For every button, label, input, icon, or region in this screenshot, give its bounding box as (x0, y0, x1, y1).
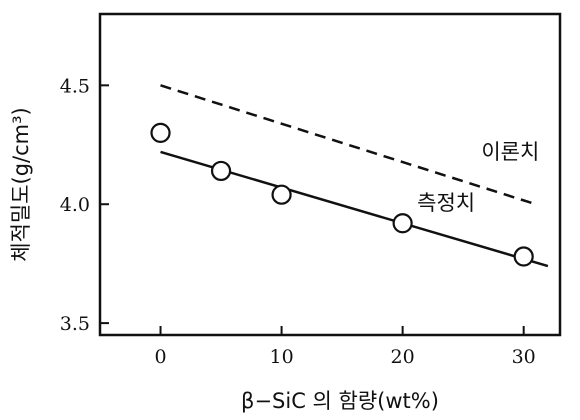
y-axis-ticks: 3.5 4.0 4.5 (60, 75, 109, 335)
plot-frame (98, 12, 562, 337)
y-tick-label: 4.5 (60, 75, 90, 97)
measured-data-point (210, 160, 232, 182)
measured-data-point (513, 246, 534, 267)
measured-data-point (150, 122, 171, 143)
x-tick-label: 10 (269, 346, 293, 368)
theory-dashed-line (160, 84, 537, 206)
x-tick-label: 20 (391, 346, 415, 368)
x-axis-label: β−SiC 의 함량(wt%) (241, 389, 439, 413)
measured-data-point (271, 184, 292, 205)
measured-series-label: 측정치 (417, 191, 475, 215)
measured-data-point (392, 213, 413, 234)
y-axis-label: 체적밀도(g/cm³) (9, 107, 33, 262)
y-tick-label: 4.0 (60, 194, 90, 216)
y-tick-label: 3.5 (60, 313, 90, 335)
x-axis-ticks: 0 10 20 30 (154, 326, 536, 368)
x-tick-label: 30 (512, 346, 536, 368)
x-tick-label: 0 (154, 346, 166, 368)
theory-series-label: 이론치 (481, 140, 539, 164)
